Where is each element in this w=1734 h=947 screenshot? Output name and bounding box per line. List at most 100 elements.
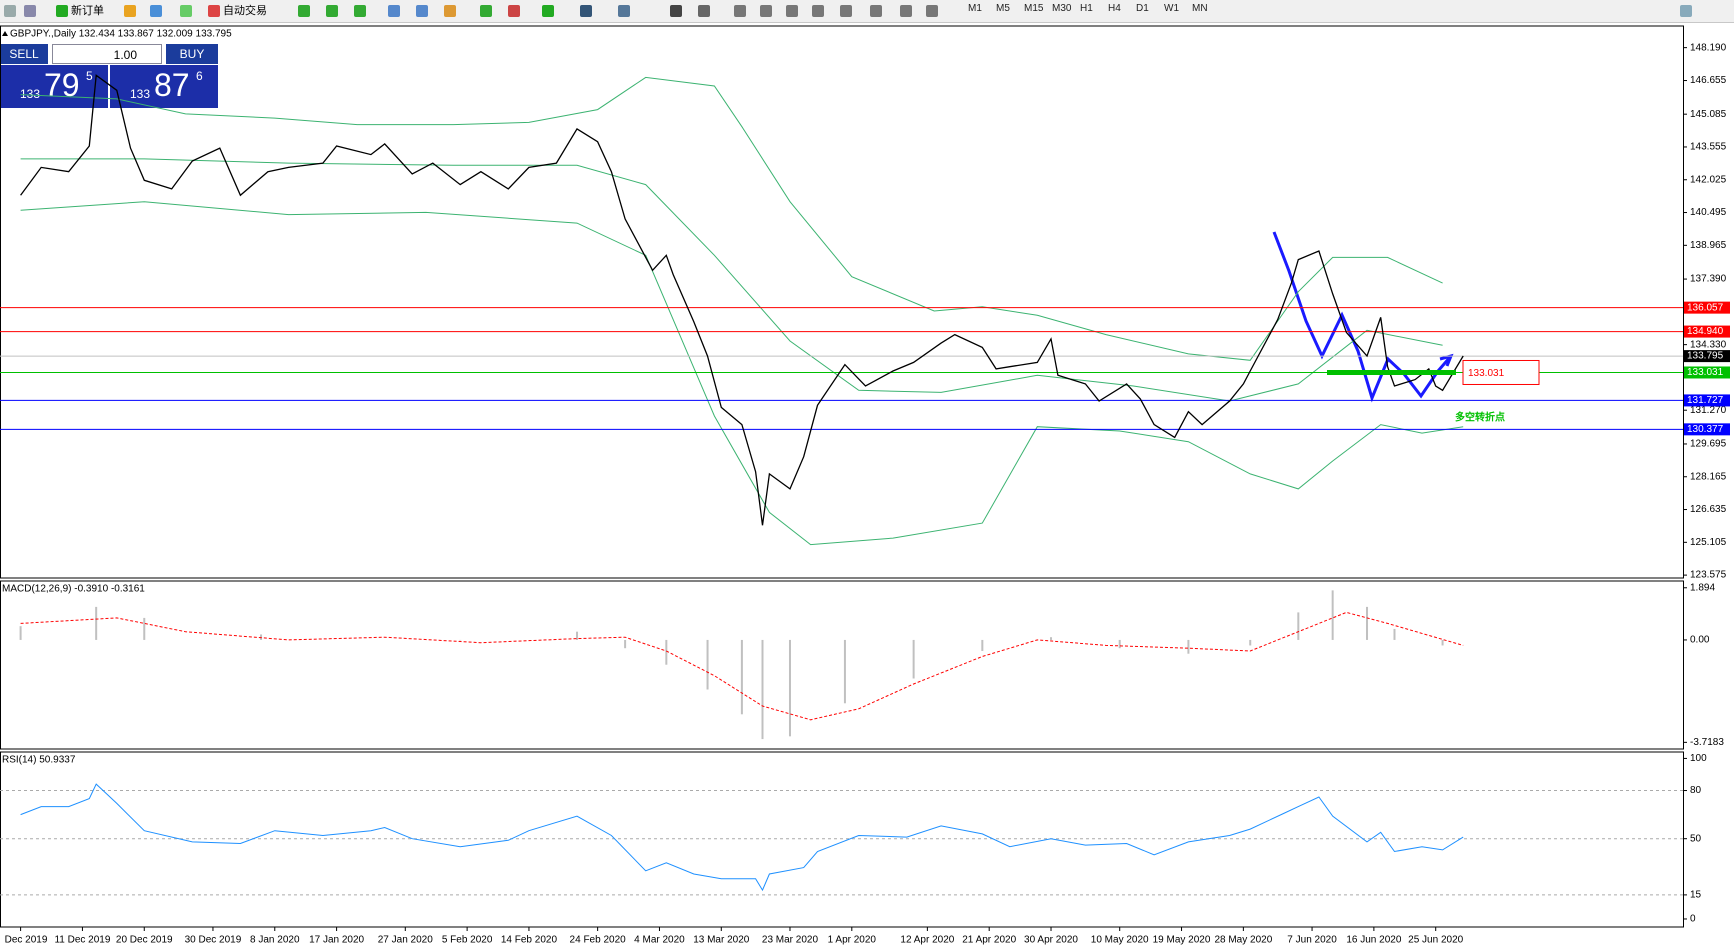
icon-button[interactable] bbox=[900, 3, 915, 19]
x-tick-label: 20 Dec 2019 bbox=[116, 935, 173, 946]
macd-bar bbox=[788, 639, 791, 737]
crosshair-button[interactable] bbox=[698, 3, 713, 19]
x-tick-label: 17 Jan 2020 bbox=[309, 935, 364, 946]
icon-button[interactable] bbox=[326, 3, 341, 19]
icon-button[interactable] bbox=[4, 3, 19, 19]
title-marker bbox=[2, 31, 8, 36]
x-tick-label: 30 Apr 2020 bbox=[1024, 935, 1078, 946]
icon-button[interactable] bbox=[180, 3, 195, 19]
level-label-bg bbox=[1684, 350, 1730, 363]
icon-button[interactable] bbox=[926, 3, 941, 19]
icon-button[interactable] bbox=[508, 3, 523, 19]
price-big: 133 bbox=[130, 87, 151, 101]
search-button[interactable] bbox=[1680, 3, 1695, 19]
y-tick-label: 146.655 bbox=[1690, 75, 1727, 86]
icon-button[interactable] bbox=[786, 3, 801, 19]
icon-button[interactable] bbox=[542, 3, 557, 19]
price-pip: 5 bbox=[86, 69, 93, 83]
icon-button[interactable] bbox=[734, 3, 749, 19]
icon-button[interactable] bbox=[298, 3, 313, 19]
icon-button[interactable] bbox=[24, 3, 39, 19]
new-order-button[interactable]: 新订单 bbox=[56, 3, 104, 19]
y-tick-label: 128.165 bbox=[1690, 471, 1727, 482]
level-label: 131.727 bbox=[1687, 395, 1724, 406]
icon-button[interactable] bbox=[618, 3, 633, 19]
x-tick-label: 8 Jan 2020 bbox=[250, 935, 300, 946]
zoom-out-button[interactable] bbox=[416, 3, 431, 19]
macd-bar bbox=[143, 617, 146, 640]
cursor-button[interactable] bbox=[670, 3, 685, 19]
x-tick-label: 4 Mar 2020 bbox=[634, 935, 685, 946]
y-tick-label: 15 bbox=[1690, 890, 1702, 901]
auto-trade-button[interactable]: 自动交易 bbox=[208, 3, 267, 19]
macd-bar bbox=[624, 639, 627, 649]
macd-bar bbox=[95, 606, 98, 640]
y-tick-label: 137.390 bbox=[1690, 274, 1727, 285]
level-label: 133.031 bbox=[1687, 367, 1724, 378]
timeframe-button[interactable]: M5 bbox=[996, 3, 1010, 14]
x-tick-label: 21 Apr 2020 bbox=[962, 935, 1016, 946]
icon-button[interactable] bbox=[760, 3, 775, 19]
macd-bar bbox=[1331, 590, 1334, 640]
icon-button[interactable] bbox=[150, 3, 165, 19]
icon-button[interactable] bbox=[580, 3, 595, 19]
y-tick-label: 129.695 bbox=[1690, 439, 1727, 450]
lot-input[interactable]: 1.00 bbox=[52, 44, 162, 64]
sell-button[interactable]: SELL bbox=[0, 44, 48, 64]
x-tick-label: 12 Apr 2020 bbox=[900, 935, 954, 946]
level-label-bg bbox=[1684, 423, 1730, 436]
y-tick-label: 0.00 bbox=[1690, 635, 1710, 646]
y-tick-label: 123.575 bbox=[1690, 570, 1727, 581]
zoom-in-button[interactable] bbox=[388, 3, 403, 19]
macd-bar bbox=[1249, 639, 1252, 646]
timeframe-button[interactable]: W1 bbox=[1164, 3, 1179, 14]
timeframe-button[interactable]: M15 bbox=[1024, 3, 1044, 14]
macd-bar bbox=[981, 639, 984, 651]
chart: GBPJPY.,Daily 132.434 133.867 132.009 13… bbox=[0, 25, 1730, 946]
macd-bar bbox=[843, 639, 846, 704]
x-tick-label: 28 May 2020 bbox=[1214, 935, 1272, 946]
y-tick-label: 100 bbox=[1690, 753, 1707, 764]
level-label: 136.057 bbox=[1687, 302, 1724, 313]
y-tick-label: 131.270 bbox=[1690, 405, 1727, 416]
macd-bar bbox=[459, 639, 462, 641]
x-tick-label: 30 Dec 2019 bbox=[185, 935, 242, 946]
icon-button[interactable] bbox=[870, 3, 885, 19]
x-tick-label: Dec 2019 bbox=[5, 935, 48, 946]
x-tick-label: 24 Feb 2020 bbox=[570, 935, 627, 946]
icon-button[interactable] bbox=[480, 3, 495, 19]
level-label-bg bbox=[1684, 301, 1730, 314]
buy-button[interactable]: BUY bbox=[166, 44, 218, 64]
y-tick-label: 1.894 bbox=[1690, 582, 1715, 593]
timeframe-button[interactable]: MN bbox=[1192, 3, 1208, 14]
signal-line bbox=[20, 611, 1464, 721]
timeframe-button[interactable]: M30 bbox=[1052, 3, 1072, 14]
icon-button[interactable] bbox=[124, 3, 139, 19]
bollinger-band bbox=[20, 201, 1464, 546]
toolbar: 新订单 自动交易 M1 M5 M15 M30 H1 H4 D1 W1 MN bbox=[0, 0, 1734, 23]
timeframe-button[interactable]: M1 bbox=[968, 3, 982, 14]
rsi-line bbox=[20, 783, 1464, 892]
icon-button[interactable] bbox=[354, 3, 369, 19]
y-tick-label: 134.330 bbox=[1690, 339, 1727, 350]
timeframe-button[interactable]: D1 bbox=[1136, 3, 1149, 14]
bollinger-band bbox=[20, 158, 1443, 402]
macd-bar bbox=[260, 634, 263, 640]
price-line bbox=[20, 74, 1464, 526]
price-pip: 6 bbox=[196, 69, 203, 83]
button-label: 自动交易 bbox=[223, 5, 267, 17]
icon-button[interactable] bbox=[840, 3, 855, 19]
price-main: 87 bbox=[154, 67, 190, 103]
timeframe-button[interactable]: H4 bbox=[1108, 3, 1121, 14]
y-tick-label: 80 bbox=[1690, 785, 1702, 796]
level-label-bg bbox=[1684, 366, 1730, 379]
buy-price[interactable]: 133 87 6 bbox=[110, 65, 218, 108]
x-tick-label: 19 May 2020 bbox=[1153, 935, 1211, 946]
annotation: 多空转折点 bbox=[1455, 411, 1505, 424]
icon-button[interactable] bbox=[444, 3, 459, 19]
timeframe-button[interactable]: H1 bbox=[1080, 3, 1093, 14]
x-tick-label: 10 May 2020 bbox=[1091, 935, 1149, 946]
icon-button[interactable] bbox=[812, 3, 827, 19]
y-tick-label: -3.7183 bbox=[1690, 737, 1724, 748]
